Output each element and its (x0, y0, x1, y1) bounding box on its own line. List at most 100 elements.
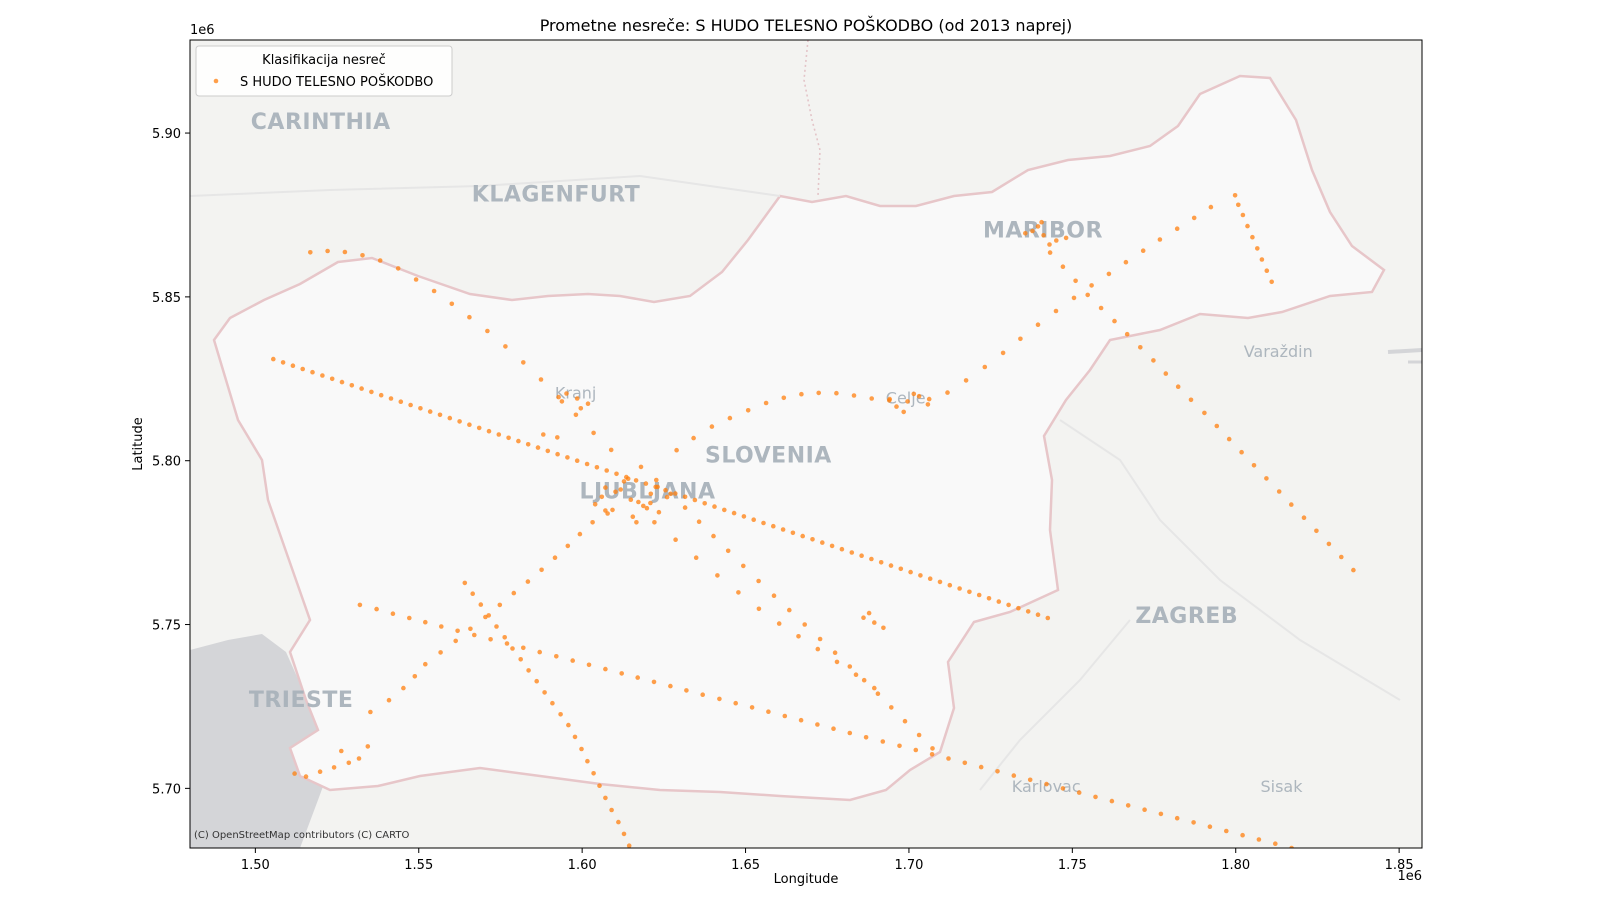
scatter-point (1039, 219, 1044, 225)
scatter-point (1174, 226, 1180, 231)
y-tick-label: 5.70 (152, 782, 181, 797)
scatter-point (691, 435, 696, 441)
scatter-point (929, 752, 935, 757)
scatter-point (300, 366, 306, 372)
x-offset-label: 1e6 (1397, 869, 1422, 884)
scatter-point (609, 807, 614, 813)
scatter-point (613, 489, 618, 495)
scatter-point (682, 505, 688, 510)
legend-entry: S HUDO TELESNO POŠKODBO (240, 74, 433, 90)
scatter-point (1264, 268, 1270, 274)
scatter-point (799, 391, 804, 397)
scatter-point (696, 519, 702, 524)
scatter-point (1174, 815, 1180, 821)
scatter-point (584, 461, 590, 467)
scatter-point (849, 550, 855, 555)
scatter-point (369, 389, 374, 395)
scatter-point (945, 390, 950, 395)
basemap-slovenia (214, 76, 1384, 800)
scatter-point (526, 668, 531, 673)
scatter-point (913, 747, 919, 753)
scatter-point (525, 442, 531, 447)
scatter-point (504, 641, 510, 646)
scatter-point (1264, 476, 1269, 481)
scatter-point (905, 399, 910, 404)
scatter-point (918, 573, 923, 578)
scatter-point (468, 626, 473, 632)
scatter-point (866, 610, 872, 616)
scatter-point (756, 606, 762, 612)
scatter-point (554, 654, 559, 659)
scatter-point (725, 548, 731, 554)
scatter-point (684, 688, 689, 693)
scatter-point (486, 613, 492, 618)
scatter-point (574, 396, 580, 401)
scatter-point (787, 607, 792, 613)
scatter-point (782, 713, 788, 719)
basemap-label: SLOVENIA (705, 443, 832, 468)
scatter-point (413, 277, 419, 282)
legend: Klasifikacija nesreč S HUDO TELESNO POŠK… (195, 45, 453, 97)
scatter-point (572, 734, 578, 740)
scatter-point (453, 638, 459, 644)
scatter-point (648, 491, 654, 497)
scatter-point (1138, 345, 1143, 350)
scatter-point (1060, 786, 1066, 791)
scatter-point (619, 671, 624, 676)
scatter-point (449, 301, 455, 307)
scatter-point (398, 399, 404, 405)
scatter-point (556, 394, 561, 400)
scatter-point (462, 580, 468, 586)
scatter-point (618, 487, 623, 492)
scatter-point (700, 692, 705, 697)
scatter-point (780, 527, 786, 532)
scatter-point (702, 501, 707, 506)
scatter-point (573, 412, 579, 418)
scatter-point (390, 611, 396, 616)
scatter-point (559, 399, 565, 404)
scatter-point (521, 360, 526, 365)
scatter-point (486, 428, 492, 434)
scatter-point (552, 555, 558, 560)
scatter-point (839, 546, 845, 552)
scatter-point (467, 422, 472, 428)
scatter-point (763, 400, 769, 406)
scatter-point (1109, 798, 1115, 804)
scatter-point (715, 573, 720, 578)
scatter-point (634, 520, 639, 525)
scatter-point (643, 481, 649, 486)
scatter-point (1073, 278, 1078, 284)
scatter-point (995, 769, 1000, 774)
scatter-point (872, 620, 877, 625)
scatter-point (1326, 541, 1332, 547)
scatter-point (1053, 308, 1059, 314)
scatter-point (771, 593, 777, 598)
y-offset-label: 1e6 (190, 23, 215, 38)
scatter-point (930, 746, 935, 751)
scatter-point (731, 510, 737, 516)
scatter-point (506, 435, 511, 441)
basemap-label: Varaždin (1244, 342, 1313, 361)
scatter-point (457, 419, 462, 424)
scatter-point (365, 744, 371, 749)
scatter-point (1208, 204, 1214, 210)
x-axis-label: Longitude (774, 872, 839, 887)
scatter-point (901, 409, 906, 415)
scatter-point (869, 396, 874, 401)
legend-marker (213, 78, 219, 84)
scatter-point (594, 465, 600, 470)
scatter-point (502, 635, 508, 640)
scatter-point (834, 659, 840, 665)
scatter-point (377, 258, 383, 263)
scatter-point (603, 485, 608, 490)
scatter-point (976, 592, 982, 598)
scatter-point (539, 567, 544, 573)
scatter-point (648, 500, 653, 506)
basemap-border (212, 74, 1386, 802)
scatter-point (902, 718, 908, 724)
x-axis: 1.50 1.55 1.60 1.65 1.70 1.75 1.80 1.85 (241, 848, 1414, 873)
scatter-point (1251, 463, 1257, 468)
scatter-point (488, 637, 493, 642)
scatter-point (897, 743, 902, 749)
basemap-label: Sisak (1260, 777, 1303, 796)
